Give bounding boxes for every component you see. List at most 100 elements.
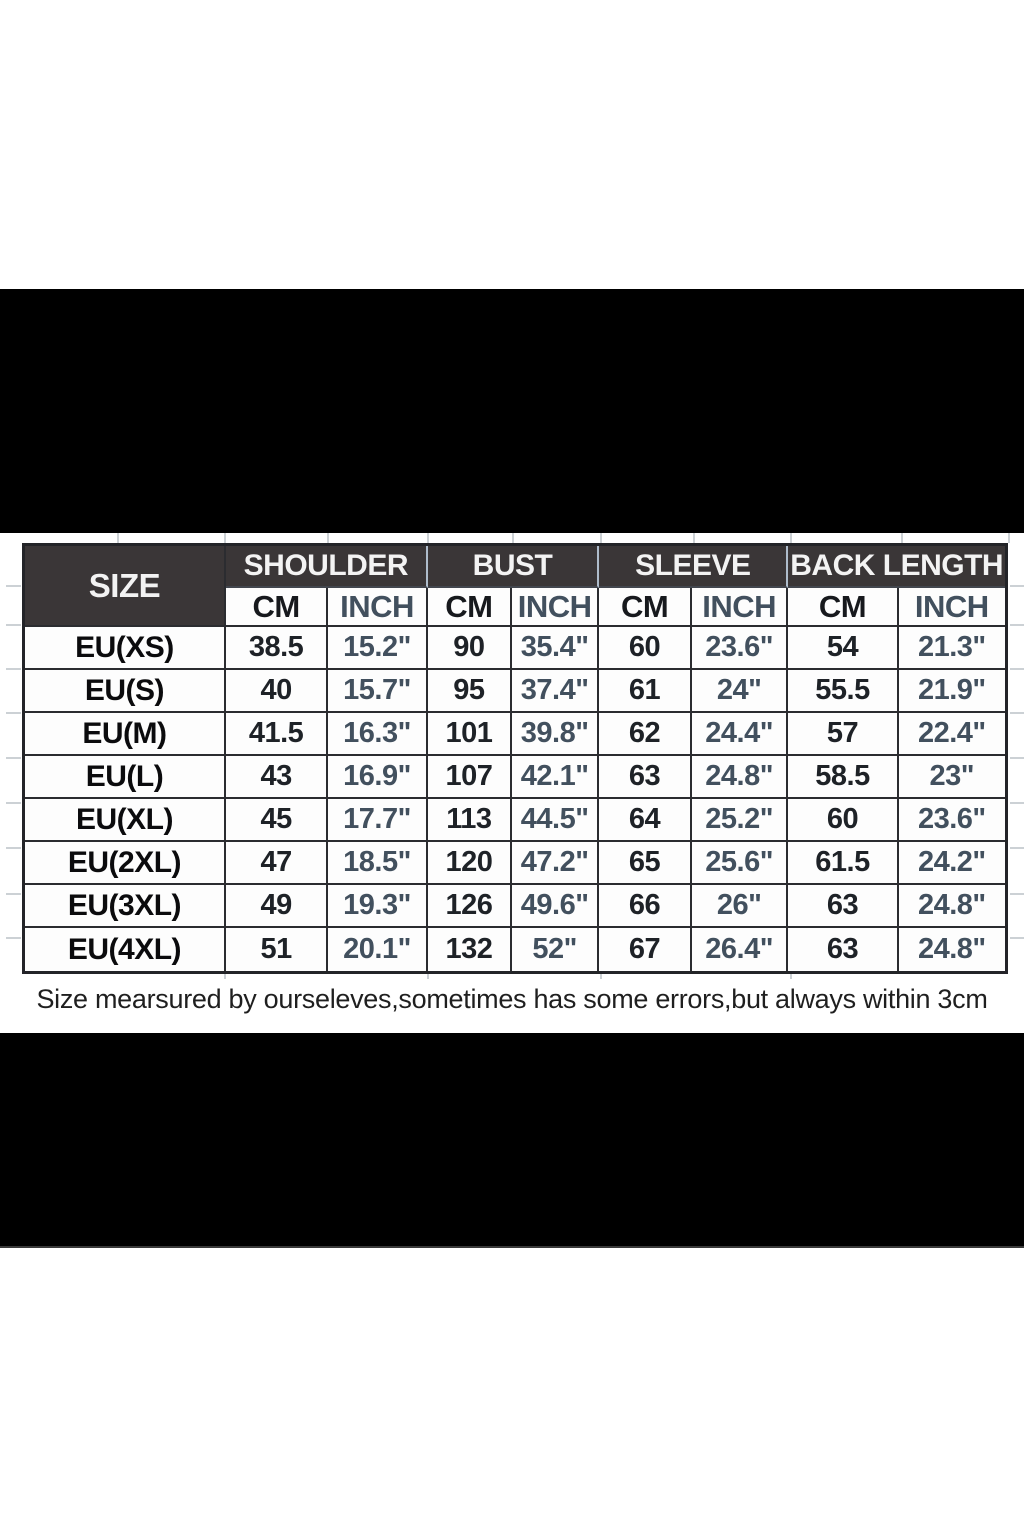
back-length-inch-cell: 24.8" xyxy=(917,933,986,965)
sleeve-cm-cell: 62 xyxy=(599,713,692,756)
bottom-black-bar xyxy=(0,1033,1024,1248)
back-length-cm-cell: 54 xyxy=(788,627,899,670)
shoulder-inch-cell: 16.9" xyxy=(328,756,428,799)
size-cell: EU(XL) xyxy=(25,799,226,842)
back-length-cm-cell: 63 xyxy=(788,928,899,971)
size-table-grid: SIZE SHOULDER BUST SLEEVE BACK LENGTH CM… xyxy=(22,543,1008,974)
bust-cm-cell: 90 xyxy=(427,627,513,670)
gridline-stub xyxy=(224,533,226,543)
size-cell: EU(S) xyxy=(25,670,226,713)
gridline-stub xyxy=(327,533,329,543)
gridline-stub xyxy=(6,757,21,759)
unit-header-cm: CM xyxy=(225,588,329,627)
column-header-shoulder: SHOULDER xyxy=(225,546,428,588)
shoulder-cm-cell: 41.5 xyxy=(225,713,329,756)
sleeve-inch-cell: 24.8" xyxy=(691,756,789,799)
sleeve-inch-cell: 26" xyxy=(691,885,789,928)
sleeve-cm-cell: 61 xyxy=(599,670,692,713)
measurement-note: Size mearsured by ourseleves,sometimes h… xyxy=(36,984,988,1014)
shoulder-inch-cell: 16.3" xyxy=(328,713,428,756)
back-length-cm-cell: 60 xyxy=(788,799,899,842)
size-table: SIZE SHOULDER BUST SLEEVE BACK LENGTH CM… xyxy=(22,543,1008,974)
gridline-stub xyxy=(6,893,21,895)
gridline-stub xyxy=(1008,533,1010,543)
gridline-stub xyxy=(1010,757,1024,759)
sleeve-inch-cell: 24" xyxy=(691,670,789,713)
back-length-inch-cell: 21.9" xyxy=(898,670,1005,713)
size-cell: EU(3XL) xyxy=(25,885,226,928)
table-row: EU(3XL) 49 19.3" 126 49.6" 66 26" 63 24.… xyxy=(25,885,1005,928)
size-cell: EU(4XL) xyxy=(25,928,226,971)
back-length-cm-cell: 55.5 xyxy=(788,670,899,713)
bust-inch-cell: 44.5" xyxy=(512,799,600,842)
sleeve-inch-cell: 26.4" xyxy=(692,928,789,971)
table-row: EU(S) 40 15.7" 95 37.4" 61 24" 55.5 21.9… xyxy=(25,670,1005,713)
gridline-stub xyxy=(6,802,21,804)
gridline-stub xyxy=(693,533,695,543)
gridline-stub xyxy=(790,533,792,543)
shoulder-inch-cell: 19.3" xyxy=(328,885,428,928)
unit-header-inch: INCH xyxy=(691,588,789,627)
back-length-inch-cell: 23" xyxy=(898,756,1005,799)
sleeve-inch-cell: 25.2" xyxy=(691,799,789,842)
back-length-cm-cell: 61.5 xyxy=(788,842,899,885)
sleeve-cm-cell: 60 xyxy=(599,627,692,670)
column-header-back-length: BACK LENGTH xyxy=(788,546,1005,588)
back-length-cm-cell: 63 xyxy=(788,885,899,928)
bust-inch-cell: 39.8" xyxy=(512,713,600,756)
table-row: EU(4XL) 51 20.1" 132 52" 67 26.4" 63 24.… xyxy=(25,928,1005,971)
shoulder-inch-cell: 18.5" xyxy=(328,842,428,885)
table-row: EU(L) 43 16.9" 107 42.1" 63 24.8" 58.5 2… xyxy=(25,756,1005,799)
gridline-stub xyxy=(224,970,226,979)
shoulder-cm-cell: 40 xyxy=(225,670,329,713)
size-cell: EU(XS) xyxy=(25,627,226,670)
gridline-stub xyxy=(1010,893,1024,895)
gridline-stub xyxy=(790,970,792,979)
bust-inch-cell: 52" xyxy=(512,928,600,971)
sleeve-cm-cell: 63 xyxy=(599,756,692,799)
table-row: EU(M) 41.5 16.3" 101 39.8" 62 24.4" 57 2… xyxy=(25,713,1005,756)
size-cell: EU(M) xyxy=(25,713,226,756)
gridline-stub xyxy=(512,533,514,543)
unit-header-inch: INCH xyxy=(898,588,1005,627)
shoulder-cm-cell: 47 xyxy=(225,842,329,885)
bust-cm-cell: 107 xyxy=(427,756,513,799)
bust-cm-cell: 113 xyxy=(427,799,513,842)
bust-cm-cell: 126 xyxy=(427,885,513,928)
back-length-cm-cell: 58.5 xyxy=(788,756,899,799)
back-length-inch-cell: 24.8" xyxy=(898,885,1005,928)
bust-cm-cell: 120 xyxy=(427,842,513,885)
back-length-cm-cell: 57 xyxy=(788,713,899,756)
bust-inch-cell: 37.4" xyxy=(512,670,600,713)
column-header-size: SIZE xyxy=(25,546,226,627)
gridline-stub xyxy=(600,533,602,543)
size-cell: EU(2XL) xyxy=(25,842,226,885)
gridline-stub xyxy=(1010,624,1024,626)
back-length-inch-cell: 23.6" xyxy=(898,799,1005,842)
bust-cm-cell: 101 xyxy=(427,713,513,756)
gridline-stub xyxy=(6,712,21,714)
unit-header-cm: CM xyxy=(788,588,899,627)
bust-inch-cell: 35.4" xyxy=(512,627,600,670)
bust-cm-cell: 132 xyxy=(428,928,513,971)
sleeve-inch-cell: 24.4" xyxy=(691,713,789,756)
shoulder-inch-cell: 15.2" xyxy=(328,627,428,670)
sleeve-inch-cell: 25.6" xyxy=(691,842,789,885)
table-row: EU(XS) 38.5 15.2" 90 35.4" 60 23.6" 54 2… xyxy=(25,627,1005,670)
bust-inch-cell: 47.2" xyxy=(512,842,600,885)
table-row: EU(XL) 45 17.7" 113 44.5" 64 25.2" 60 23… xyxy=(25,799,1005,842)
gridline-stub xyxy=(6,847,21,849)
gridline-stub xyxy=(600,970,602,979)
gridline-stub xyxy=(6,585,21,587)
unit-header-cm: CM xyxy=(599,588,692,627)
table-row: EU(2XL) 47 18.5" 120 47.2" 65 25.6" 61.5… xyxy=(25,842,1005,885)
sleeve-cm-cell: 66 xyxy=(599,885,692,928)
size-cell: EU(L) xyxy=(25,756,226,799)
gridline-stub xyxy=(117,533,119,543)
gridline-stub xyxy=(6,668,21,670)
gridline-stub xyxy=(6,624,21,626)
gridline-stub xyxy=(1010,937,1024,939)
bust-inch-cell: 49.6" xyxy=(512,885,600,928)
shoulder-cm-cell: 38.5 xyxy=(225,627,329,670)
shoulder-cm-cell: 43 xyxy=(225,756,329,799)
